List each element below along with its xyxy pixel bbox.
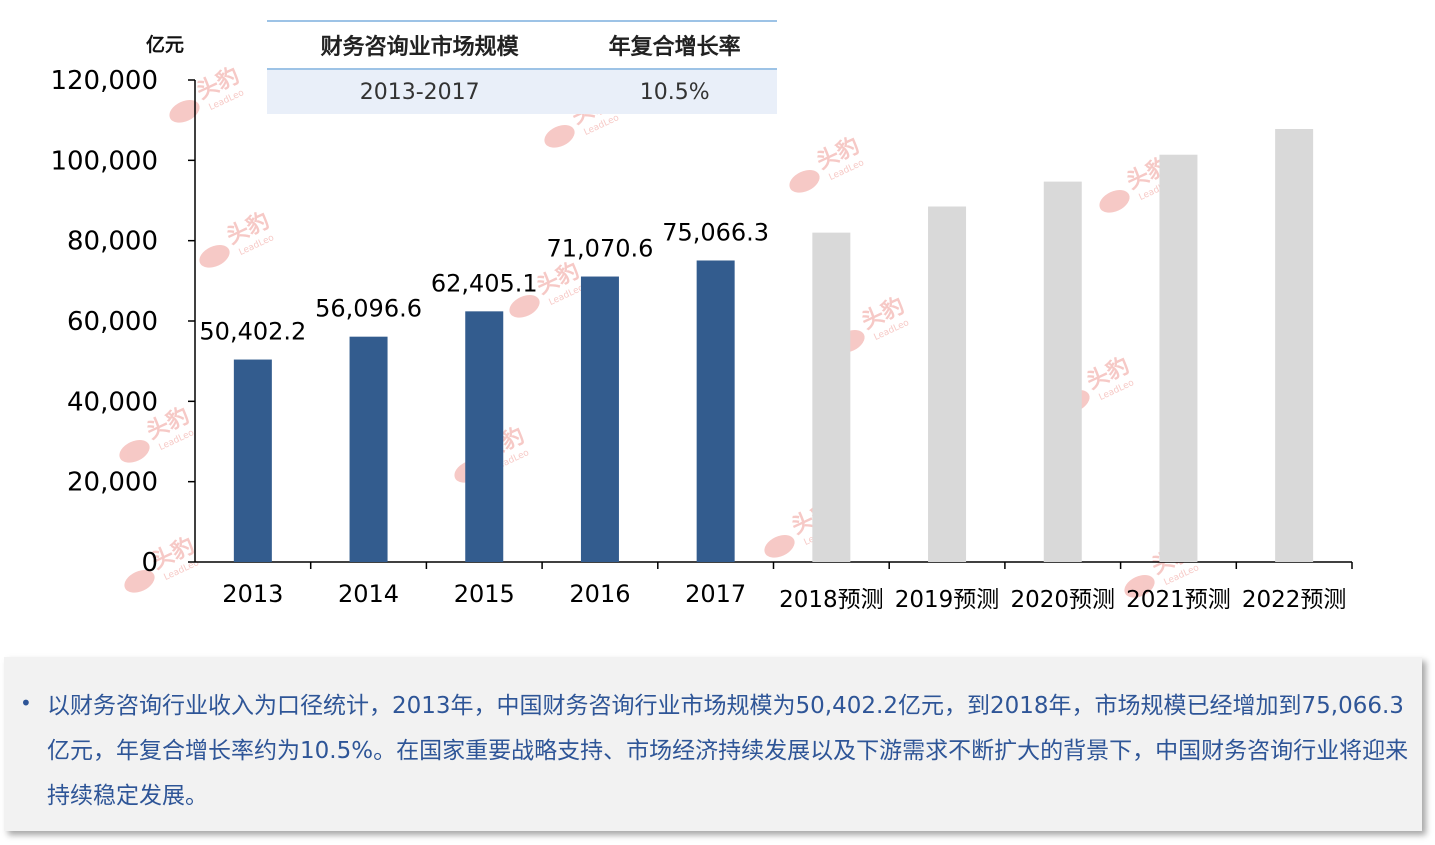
y-tick-label: 40,000 [67, 387, 158, 417]
watermark-leopard-icon [509, 294, 540, 318]
cagr-table-header-scale: 财务咨询业市场规模 [267, 20, 573, 70]
y-tick-label: 60,000 [67, 307, 158, 337]
chart-axes: 0 20,000 40,000 60,000 80,000 100,000 120,000 2… [50, 66, 1353, 613]
bar-forecast [1159, 154, 1198, 562]
watermark-leopard-icon [544, 124, 575, 148]
x-tick-label: 2013 [222, 580, 283, 608]
note-box: • 以财务咨询行业收入为口径统计，2013年，中国财务咨询行业市场规模为50,4… [4, 657, 1422, 831]
watermark-leopard-icon [1099, 189, 1130, 213]
x-tick-label: 2022预测 [1242, 587, 1347, 613]
x-tick-label: 2021预测 [1126, 587, 1231, 613]
bar-forecast [812, 232, 851, 562]
note-text: 以财务咨询行业收入为口径统计，2013年，中国财务咨询行业市场规模为50,402… [47, 693, 1409, 809]
cagr-table: 财务咨询业市场规模 年复合增长率 2013-2017 10.5% [267, 20, 777, 114]
bar-actual [465, 311, 504, 562]
watermark-leopard-icon [789, 169, 820, 193]
y-tick-label: 100,000 [50, 146, 158, 176]
x-tick-label: 2017 [685, 580, 746, 608]
watermark-leopard-icon [199, 244, 230, 268]
x-tick-label: 2016 [569, 580, 630, 608]
bar-actual [696, 260, 735, 562]
cagr-table-value: 10.5% [572, 69, 777, 114]
data-label: 56,096.6 [315, 295, 422, 323]
bar-actual [349, 336, 388, 562]
y-tick-label: 0 [141, 548, 158, 578]
data-label: 75,066.3 [662, 218, 769, 246]
x-tick-label: 2018预测 [779, 587, 884, 613]
bar-actual [233, 359, 272, 562]
bar-forecast [928, 206, 967, 562]
watermark-leopard-icon [764, 534, 795, 558]
x-tick-label: 2020预测 [1010, 587, 1115, 613]
data-label: 50,402.2 [199, 318, 306, 346]
data-label: 71,070.6 [547, 235, 654, 263]
watermark-leopard-icon [1124, 574, 1155, 598]
y-axis-unit-label: 亿元 [146, 34, 185, 56]
x-tick-label: 2019预测 [895, 587, 1000, 613]
x-tick-label: 2014 [338, 580, 399, 608]
bar-forecast [1043, 181, 1082, 562]
data-label: 62,405.1 [431, 269, 538, 297]
y-tick-label: 20,000 [67, 468, 158, 498]
watermark-leopard-icon [119, 439, 150, 463]
chart-bars [233, 129, 1314, 562]
watermark-leopard-icon [169, 99, 200, 123]
cagr-table-header-cagr: 年复合增长率 [572, 20, 777, 70]
note-bullet: • [20, 691, 32, 715]
cagr-table-period: 2013-2017 [267, 69, 573, 114]
bar-forecast [1275, 129, 1314, 562]
y-tick-label: 120,000 [50, 66, 158, 96]
x-tick-label: 2015 [454, 580, 515, 608]
y-tick-label: 80,000 [67, 227, 158, 257]
bar-chart: 头豹LeadLeo头豹LeadLeo头豹LeadLeo头豹LeadLeo头豹Le… [50, 62, 1353, 613]
watermark-leopard-icon [124, 569, 155, 593]
bar-actual [580, 276, 619, 562]
chart-labels: 50,402.2 56,096.6 62,405.1 71,070.6 75,066.3 [199, 218, 769, 345]
